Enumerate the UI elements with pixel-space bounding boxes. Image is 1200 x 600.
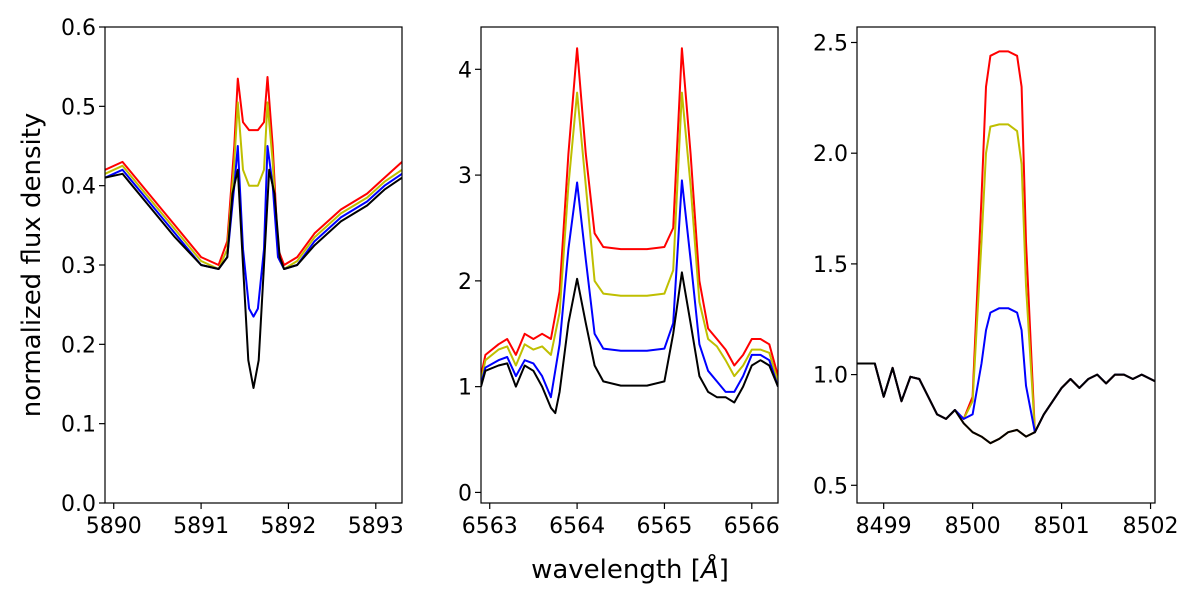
series-line-middle-black [481,271,778,415]
x-tick-label-middle: 6566 [724,514,780,539]
series-line-middle-blue [481,179,778,399]
y-tick-label-right: 2.0 [813,142,848,167]
y-tick-label-right: 1.0 [813,364,848,389]
series-line-left-blue [105,145,402,318]
x-tick-label-middle: 6563 [462,514,518,539]
y-tick-label-left: 0.5 [61,95,96,120]
plot-frame-left [104,26,403,504]
x-tick-label-left: 5891 [173,514,229,539]
y-tick-label-middle: 1 [458,376,472,401]
series-line-right-blue [857,307,1155,434]
x-axis-title: wavelength [Å] [531,553,729,585]
y-tick-label-middle: 3 [458,164,472,189]
x-tick-label-right: 8500 [945,514,1001,539]
y-tick-label-left: 0.1 [61,413,96,438]
x-tick-label-right: 8501 [1034,514,1090,539]
series-group-right [857,50,1155,445]
series-line-right-black [857,362,1155,445]
series-line-left-red [105,76,402,266]
series-line-left-yellow [105,101,402,270]
y-tick-label-left: 0.0 [61,492,96,517]
y-tick-label-left: 0.3 [61,254,96,279]
y-tick-label-right: 2.5 [813,31,848,56]
y-axis-title: normalized flux density [17,113,47,418]
series-line-right-yellow [857,123,1155,434]
series-line-middle-red [481,47,778,377]
series-line-right-red [857,50,1155,434]
panel-right: 8499 8500 8501 8502 0.5 1.0 1.5 2.0 2.5 [813,26,1179,539]
x-tick-label-right: 8499 [856,514,912,539]
x-tick-label-left: 5893 [348,514,404,539]
x-tick-label-left: 5892 [260,514,316,539]
series-group-middle [481,47,778,415]
x-axis-title-unit: Å [699,553,719,585]
x-tick-label-left: 5890 [86,514,142,539]
y-tick-label-middle: 4 [458,58,472,83]
x-axis-title-close: ] [719,555,729,585]
plot-frame-right [856,26,1156,504]
x-tick-label-right: 8502 [1123,514,1179,539]
plot-frame-middle [480,26,779,504]
y-tick-label-right: 0.5 [813,474,848,499]
y-tick-label-middle: 0 [458,481,472,506]
y-tick-label-middle: 2 [458,270,472,295]
y-tick-label-right: 1.5 [813,253,848,278]
series-line-right-orange [857,362,1155,445]
series-line-left-black [105,168,402,389]
panel-left: 5890 5891 5892 5893 0.0 0.1 0.2 0.3 0.4 0.5 0.6 [61,16,404,539]
y-tick-label-left: 0.4 [61,175,96,200]
y-tick-label-left: 0.6 [61,16,96,41]
series-group-left [105,76,402,389]
x-axis-title-text: wavelength [ [531,555,701,585]
y-tick-label-left: 0.2 [61,333,96,358]
series-line-middle-yellow [481,91,778,382]
x-tick-label-middle: 6565 [636,514,692,539]
panel-middle: 6563 6564 6565 6566 0 1 2 3 4 [458,26,780,539]
x-tick-label-middle: 6564 [549,514,605,539]
